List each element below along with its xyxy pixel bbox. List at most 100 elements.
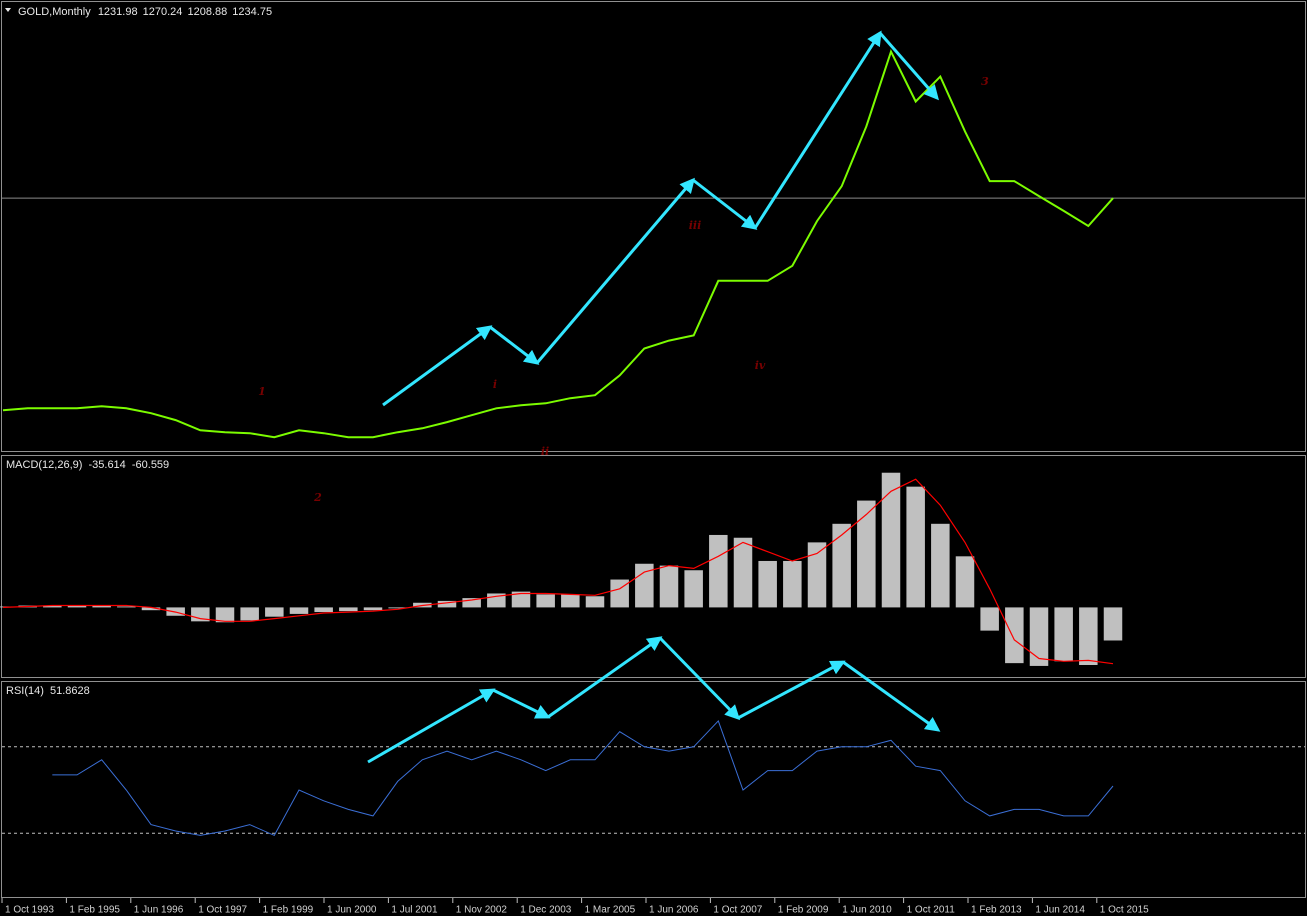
wave-label: iii bbox=[689, 219, 702, 232]
rsi-header: RSI(14) 51.8628 bbox=[6, 685, 90, 697]
wave-label: iv bbox=[755, 359, 766, 372]
macd-bar bbox=[511, 591, 531, 608]
main-panel bbox=[1, 1, 1306, 452]
macd-bar bbox=[980, 607, 999, 631]
macd-bar bbox=[92, 605, 111, 608]
close: 1234.75 bbox=[232, 6, 272, 18]
x-tick-label: 1 Mar 2005 bbox=[585, 905, 636, 916]
x-tick-label: 1 Feb 1995 bbox=[69, 905, 120, 916]
macd-bar bbox=[462, 598, 481, 608]
x-tick-label: 1 Feb 2009 bbox=[778, 905, 829, 916]
open: 1231.98 bbox=[98, 6, 138, 18]
macd-bar bbox=[733, 537, 753, 608]
x-tick-label: 1 Oct 2015 bbox=[1100, 905, 1149, 916]
rsi-title: RSI(14) bbox=[6, 685, 44, 697]
macd-bar bbox=[1054, 607, 1073, 662]
arrow bbox=[382, 325, 493, 407]
x-tick-label: 1 Feb 1999 bbox=[263, 905, 314, 916]
x-tick-label: 1 Jun 1996 bbox=[134, 905, 184, 916]
wave-label: i bbox=[493, 378, 497, 391]
macd-bar bbox=[931, 523, 950, 608]
wave-label: ii bbox=[541, 445, 549, 458]
macd-bar bbox=[1029, 607, 1049, 666]
macd-bar bbox=[758, 560, 777, 608]
rsi-panel bbox=[1, 681, 1306, 898]
low: 1208.88 bbox=[187, 6, 227, 18]
wave-label: 2 bbox=[313, 491, 322, 504]
arrow bbox=[658, 636, 741, 721]
arrow bbox=[489, 325, 540, 365]
wave-arrows bbox=[367, 30, 941, 764]
macd-bar bbox=[215, 607, 235, 623]
wave-label: 1 bbox=[258, 385, 266, 398]
marks bbox=[0, 48, 1305, 837]
macd-bar bbox=[659, 565, 679, 608]
macd-bar bbox=[437, 600, 457, 608]
symbol: GOLD,Monthly bbox=[18, 6, 91, 18]
macd-bar bbox=[536, 594, 555, 608]
macd-bar bbox=[388, 607, 407, 609]
rsi-value: 51.8628 bbox=[50, 685, 90, 697]
high: 1270.24 bbox=[143, 6, 183, 18]
macd-bar bbox=[339, 607, 358, 612]
macd-bar bbox=[561, 594, 580, 608]
macd-bar bbox=[906, 486, 925, 608]
macd-bar bbox=[807, 542, 827, 608]
arrow bbox=[842, 660, 941, 732]
arrow bbox=[535, 177, 695, 364]
macd-header: MACD(12,26,9) -35.614 -60.559 bbox=[6, 459, 169, 471]
x-tick-label: 1 Nov 2002 bbox=[456, 905, 508, 916]
x-tick-label: 1 Oct 1997 bbox=[198, 905, 247, 916]
macd-bar bbox=[610, 579, 629, 608]
macd-bar bbox=[1079, 607, 1098, 665]
wave-label: 3 bbox=[981, 75, 989, 88]
arrow bbox=[878, 32, 939, 101]
signal-line bbox=[2, 478, 1114, 665]
arrow bbox=[737, 660, 846, 720]
macd-bar bbox=[289, 607, 309, 614]
macd-bar bbox=[314, 607, 333, 613]
x-tick-label: 1 Oct 2007 bbox=[713, 905, 762, 916]
x-tick-label: 1 Jun 2010 bbox=[842, 905, 892, 916]
macd-bar bbox=[67, 605, 87, 608]
macd-bar bbox=[881, 472, 901, 608]
macd-bar bbox=[117, 606, 136, 608]
macd-bar bbox=[832, 523, 851, 608]
macd-bar bbox=[265, 607, 284, 617]
x-tick-label: 1 Jul 2001 bbox=[391, 905, 438, 916]
x-tick-label: 1 Oct 2011 bbox=[907, 905, 956, 916]
macd-bar bbox=[857, 500, 876, 608]
arrow bbox=[692, 178, 758, 230]
macd-panel bbox=[1, 455, 1306, 678]
macd-bar bbox=[783, 560, 802, 608]
x-tick-label: 1 Feb 2013 bbox=[971, 905, 1022, 916]
macd-main: -35.614 bbox=[88, 459, 125, 471]
x-tick-label: 1 Jun 2000 bbox=[327, 905, 377, 916]
macd-signal: -60.559 bbox=[132, 459, 169, 471]
macd-bar bbox=[1103, 607, 1123, 641]
series-line bbox=[52, 719, 1114, 837]
arrow bbox=[547, 636, 663, 719]
macd-bar bbox=[585, 596, 605, 608]
macd-bar bbox=[141, 607, 161, 611]
macd-title: MACD(12,26,9) bbox=[6, 459, 82, 471]
x-tick-label: 1 Jun 2014 bbox=[1035, 905, 1085, 916]
macd-bar bbox=[955, 556, 975, 608]
collapse-arrow bbox=[5, 8, 11, 12]
arrow bbox=[367, 688, 496, 764]
macd-bar bbox=[684, 570, 703, 608]
macd-bar bbox=[240, 607, 259, 621]
x-tick-label: 1 Dec 2003 bbox=[520, 905, 572, 916]
macd-bar bbox=[1005, 607, 1024, 664]
arrow bbox=[492, 688, 551, 719]
macd-bar bbox=[43, 605, 62, 608]
x-tick-label: 1 Oct 1993 bbox=[5, 905, 54, 916]
x-axis: 1 Oct 1993 1 Feb 1995 1 Jun 1996 1 Oct 1997… bbox=[1, 898, 1149, 916]
main-header: GOLD,Monthly 1231.98 1270.24 1208.88 123… bbox=[18, 6, 272, 18]
x-tick-label: 1 Jun 2006 bbox=[649, 905, 699, 916]
macd-bar bbox=[363, 607, 383, 611]
macd-bar bbox=[709, 534, 728, 608]
